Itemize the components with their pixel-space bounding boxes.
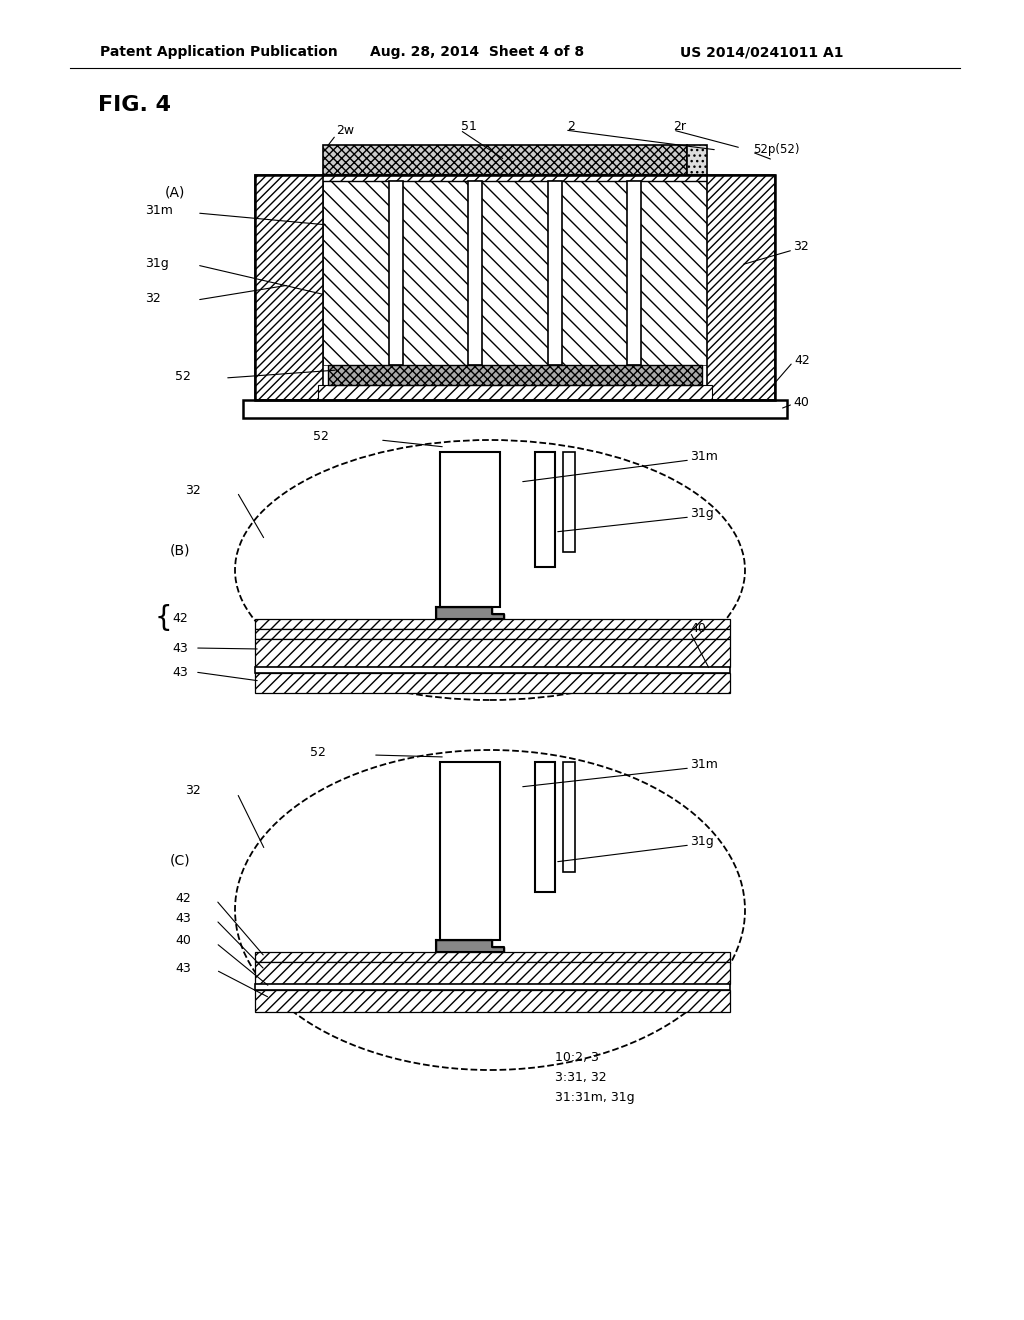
Bar [687,145,707,176]
Ellipse shape [234,750,745,1071]
Bar [548,181,562,366]
Text: (B): (B) [170,543,190,557]
Bar [255,990,730,1012]
Bar [318,385,712,400]
Text: 40: 40 [690,623,706,635]
Bar [255,667,730,673]
Text: 43: 43 [175,912,190,924]
Text: 42: 42 [794,354,810,367]
Bar [255,630,730,639]
Text: 31m: 31m [690,758,718,771]
Bar [319,176,711,181]
Text: (A): (A) [165,186,185,201]
Text: 31g: 31g [145,256,169,269]
Text: 51: 51 [461,120,477,132]
Bar [255,673,730,693]
Bar [255,952,730,962]
Bar [388,181,402,366]
Text: 2w: 2w [336,124,354,137]
Text: 32: 32 [145,292,161,305]
Text: 31:31m, 31g: 31:31m, 31g [555,1092,635,1105]
Bar [255,639,730,667]
Polygon shape [436,607,504,619]
Text: 40: 40 [793,396,809,408]
Text: US 2014/0241011 A1: US 2014/0241011 A1 [680,45,844,59]
Text: 43: 43 [175,961,190,974]
Text: 2r: 2r [673,120,686,132]
Text: 31g: 31g [690,507,714,520]
Bar [255,962,730,983]
Text: 52: 52 [313,430,329,444]
Text: 52p(52): 52p(52) [753,143,800,156]
Ellipse shape [234,440,745,700]
Bar [563,762,575,873]
Bar [328,366,702,385]
Text: Patent Application Publication: Patent Application Publication [100,45,338,59]
Text: 2: 2 [567,120,574,132]
Text: 43: 43 [172,665,187,678]
Bar [243,400,787,418]
Bar [468,181,482,366]
Text: 42: 42 [172,611,187,624]
Bar [245,400,785,414]
Bar [323,145,687,176]
Text: 32: 32 [185,483,201,496]
Bar [707,176,775,400]
Bar [628,181,641,366]
Text: 52: 52 [310,746,326,759]
Text: 43: 43 [172,642,187,655]
Bar [255,619,730,630]
Text: 31m: 31m [145,205,173,218]
Text: 32: 32 [793,240,809,253]
Bar [323,181,707,366]
Bar [440,451,500,607]
Bar [255,983,730,990]
Bar [535,451,555,568]
Polygon shape [436,940,504,952]
Text: 10:2, 3: 10:2, 3 [555,1052,599,1064]
Text: 40: 40 [175,935,190,948]
Text: 32: 32 [185,784,201,797]
Text: 3:31, 32: 3:31, 32 [555,1072,606,1085]
Text: 31g: 31g [690,834,714,847]
Text: 52: 52 [175,370,190,383]
Bar [255,176,323,400]
Text: 31m: 31m [690,450,718,462]
Text: FIG. 4: FIG. 4 [98,95,171,115]
Bar [440,762,500,940]
Text: Aug. 28, 2014  Sheet 4 of 8: Aug. 28, 2014 Sheet 4 of 8 [370,45,584,59]
Text: {: { [155,605,173,632]
Bar [255,176,775,400]
Bar [535,762,555,892]
Bar [563,451,575,552]
Text: (C): (C) [170,853,190,867]
Text: 42: 42 [175,891,190,904]
